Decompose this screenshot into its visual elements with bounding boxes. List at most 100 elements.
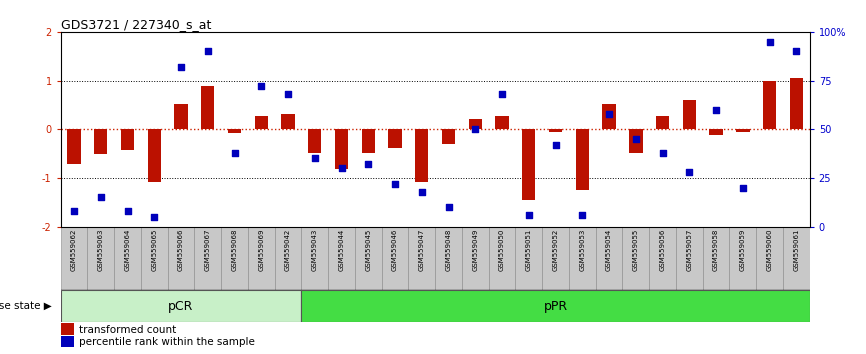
Text: GSM559061: GSM559061 [793,228,799,271]
Text: GSM559044: GSM559044 [339,228,345,271]
Point [656,150,669,155]
Bar [174,104,188,129]
Text: GSM559050: GSM559050 [499,228,505,271]
Bar [114,227,141,290]
Text: GSM559043: GSM559043 [312,228,318,271]
Bar [248,227,275,290]
Text: GSM559052: GSM559052 [553,228,559,271]
Bar [141,227,168,290]
Text: percentile rank within the sample: percentile rank within the sample [80,337,255,347]
Bar [763,80,776,129]
Bar [382,227,409,290]
Bar [168,227,194,290]
Point [388,181,402,187]
Text: GSM559047: GSM559047 [419,228,425,271]
Text: GSM559049: GSM559049 [472,228,478,271]
Bar [709,129,723,135]
Bar [623,227,650,290]
Bar [756,227,783,290]
Bar [409,227,436,290]
Text: GSM559045: GSM559045 [365,228,372,271]
Point [228,150,242,155]
Bar [328,227,355,290]
Point [147,214,161,219]
Bar [603,104,616,129]
Text: GSM559064: GSM559064 [125,228,131,271]
Point [575,212,589,218]
Point [361,161,375,167]
Point [790,48,804,54]
Bar [355,227,382,290]
Bar [335,129,348,169]
Text: GSM559060: GSM559060 [766,228,772,271]
Bar [596,227,623,290]
Bar [442,129,456,144]
Bar [515,227,542,290]
Bar [629,129,643,153]
Text: GSM559053: GSM559053 [579,228,585,271]
Point [281,91,295,97]
Point [120,208,134,214]
Bar [362,129,375,153]
Bar [488,227,515,290]
Point [549,142,563,148]
Bar [194,227,221,290]
Bar [301,290,810,322]
Bar [469,120,482,129]
Bar [221,227,248,290]
Point [736,185,750,190]
Bar [569,227,596,290]
Bar [702,227,729,290]
Bar [275,227,301,290]
Point [94,194,107,200]
Text: GDS3721 / 227340_s_at: GDS3721 / 227340_s_at [61,18,211,31]
Point [307,155,321,161]
Bar [436,227,462,290]
Bar [729,227,756,290]
Text: GSM559067: GSM559067 [204,228,210,271]
Text: GSM559058: GSM559058 [713,228,719,271]
Bar [281,114,294,129]
Bar [576,129,589,190]
Bar [542,227,569,290]
Point [415,189,429,194]
Bar [61,290,301,322]
Bar [682,100,696,129]
Bar [94,129,107,154]
Text: GSM559042: GSM559042 [285,228,291,271]
Text: transformed count: transformed count [80,325,177,335]
Bar [68,129,81,164]
Text: GSM559063: GSM559063 [98,228,104,271]
Bar [783,227,810,290]
Text: GSM559057: GSM559057 [687,228,692,271]
Text: GSM559051: GSM559051 [526,228,532,271]
Bar [736,129,749,132]
Bar [61,324,74,335]
Text: pCR: pCR [168,300,194,313]
Text: GSM559056: GSM559056 [660,228,666,271]
Bar [790,78,803,129]
Bar [388,129,402,148]
Text: GSM559069: GSM559069 [258,228,264,271]
Text: pPR: pPR [544,300,567,313]
Bar [656,115,669,129]
Text: GSM559059: GSM559059 [740,228,746,271]
Text: GSM559054: GSM559054 [606,228,612,271]
Point [682,169,696,175]
Bar [61,336,74,347]
Bar [650,227,676,290]
Point [255,84,268,89]
Point [522,212,536,218]
Point [201,48,215,54]
Point [469,126,482,132]
Point [602,111,616,116]
Bar [308,129,321,153]
Bar [462,227,488,290]
Text: GSM559055: GSM559055 [633,228,639,271]
Text: GSM559065: GSM559065 [152,228,158,271]
Point [495,91,509,97]
Bar [255,115,268,129]
Text: GSM559068: GSM559068 [231,228,237,271]
Bar [121,129,134,150]
Point [629,136,643,142]
